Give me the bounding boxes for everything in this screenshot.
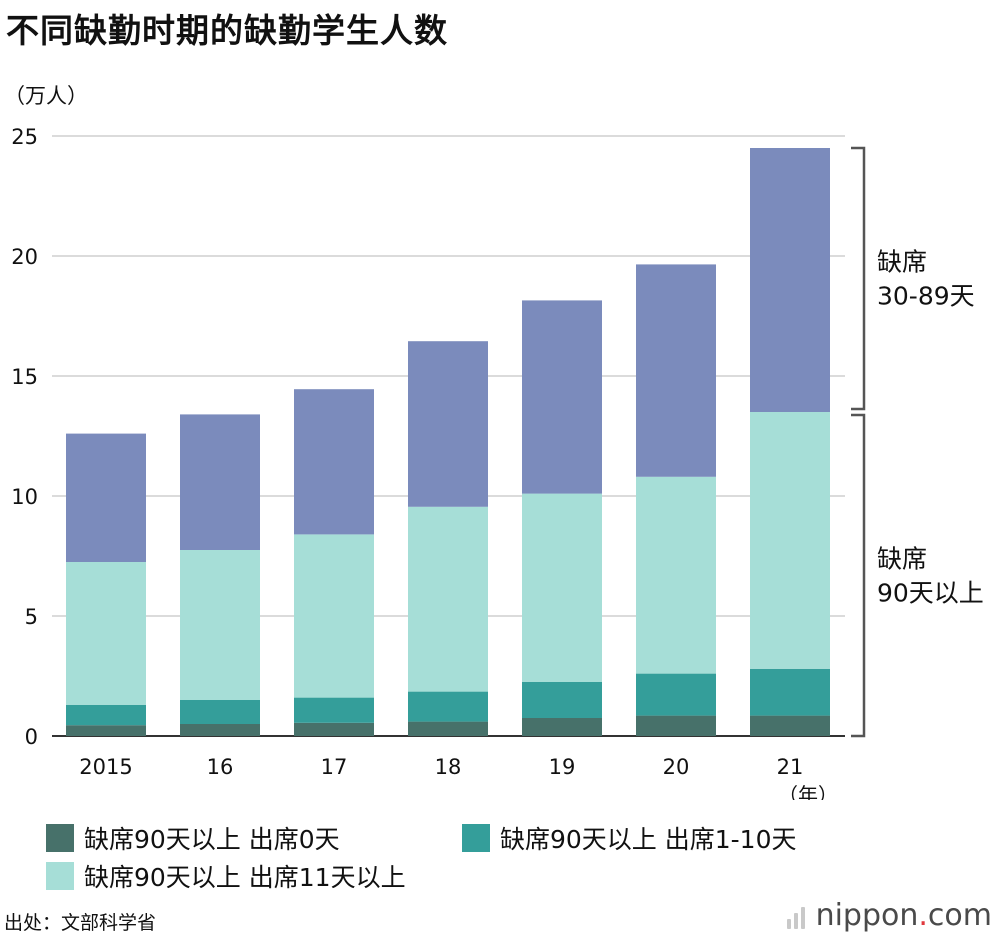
bar-segment	[522, 300, 602, 494]
x-tick-label: 17	[321, 755, 348, 779]
y-tick-label: 10	[11, 485, 38, 509]
bar-segment	[750, 148, 830, 412]
bar-segment	[180, 414, 260, 550]
x-tick-label: 18	[435, 755, 462, 779]
bar-segment	[636, 715, 716, 736]
bar-segment	[66, 704, 146, 726]
bracket	[851, 413, 866, 738]
bar-segment	[522, 682, 602, 718]
bar-segment	[750, 668, 830, 716]
legend-item-1-10-days: 缺席90天以上 出席1-10天	[462, 820, 797, 856]
bar-segment	[180, 550, 260, 700]
bracket	[851, 146, 866, 411]
brand-name: nippon	[815, 898, 919, 933]
bar-segment	[294, 534, 374, 698]
bar-segment	[636, 476, 716, 674]
bar-segment	[66, 725, 146, 736]
bar-segment	[180, 724, 260, 736]
bar-segment	[180, 700, 260, 724]
bar-segment	[636, 673, 716, 716]
y-tick-label: 5	[25, 605, 38, 629]
bar-segment	[294, 697, 374, 723]
bar-segment	[522, 493, 602, 682]
bar-segment	[408, 691, 488, 722]
bar-segment	[522, 718, 602, 736]
bar-segment	[294, 389, 374, 535]
bar-segment	[66, 562, 146, 705]
source-note: 出处：文部科学省	[4, 912, 157, 934]
bracket-label: 30-89天	[877, 282, 975, 311]
legend-label-0-days: 缺席90天以上 出席0天	[84, 825, 340, 854]
nippon-logo: nippon. com	[786, 898, 992, 933]
x-tick-label: 20	[663, 755, 690, 779]
legend-label-11-days-plus: 缺席90天以上 出席11天以上	[84, 863, 406, 892]
legend-swatch-1-10-days	[462, 824, 490, 852]
bar-segment	[750, 715, 830, 736]
bar-segment	[408, 506, 488, 692]
bracket-label: 缺席	[877, 248, 927, 277]
chart-title: 不同缺勤时期的缺勤学生人数	[6, 11, 448, 50]
logo-bars-icon	[786, 903, 808, 929]
bar-segment	[408, 721, 488, 736]
legend-label-1-10-days: 缺席90天以上 出席1-10天	[500, 825, 797, 854]
legend-swatch-0-days	[46, 824, 74, 852]
y-tick-label: 20	[11, 245, 38, 269]
bar-segment	[750, 412, 830, 669]
y-tick-label: 15	[11, 365, 38, 389]
bar-segment	[636, 264, 716, 477]
bar-segment	[294, 722, 374, 736]
y-tick-label: 25	[11, 125, 38, 149]
legend-item-11-days-plus: 缺席90天以上 出席11天以上	[46, 858, 406, 894]
x-tick-label: 2015	[79, 755, 132, 779]
bar-segment	[408, 341, 488, 507]
brand-dot: .	[918, 898, 928, 933]
x-tick-label: 16	[207, 755, 234, 779]
x-tick-label: 19	[549, 755, 576, 779]
x-tick-label: 21	[777, 755, 804, 779]
bracket-label: 缺席	[877, 545, 927, 574]
bar-segment	[66, 433, 146, 562]
legend-item-0-days: 缺席90天以上 出席0天	[46, 820, 340, 856]
bracket-label: 90天以上	[877, 579, 984, 608]
y-tick-label: 0	[25, 725, 38, 749]
legend-swatch-11-days-plus	[46, 862, 74, 890]
brand-suffix: com	[927, 898, 992, 933]
y-axis-unit: （万人）	[4, 84, 88, 108]
x-axis-unit: （年）	[778, 783, 838, 800]
